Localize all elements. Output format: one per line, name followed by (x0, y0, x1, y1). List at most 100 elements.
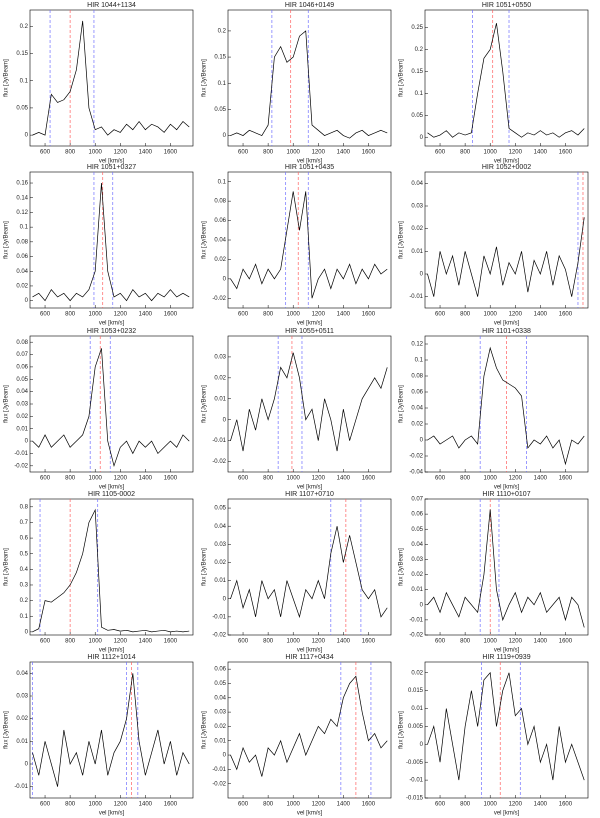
x-axis-label: vel [km/s] (297, 648, 323, 654)
x-tick-label: 1400 (534, 639, 548, 645)
y-tick-label: -0.01 (212, 767, 226, 773)
plot-frame (29, 661, 194, 799)
y-axis-label: flux [Jy/Beam] (202, 711, 208, 749)
y-tick-label: 0.005 (408, 724, 424, 730)
y-tick-label: 0.04 (16, 671, 28, 677)
x-tick-label: 1000 (89, 150, 103, 156)
y-axis-label: flux [Jy/Beam] (4, 221, 10, 259)
y-tick-label: 0.05 (16, 105, 28, 111)
y-tick-label: 0.06 (16, 364, 28, 370)
y-tick-label: 0.02 (411, 572, 423, 578)
x-tick-label: 1400 (139, 639, 153, 645)
x-tick-label: 1600 (559, 476, 573, 482)
y-tick-label: 0.4 (20, 567, 29, 573)
y-tick-label: 0.12 (411, 342, 423, 348)
y-tick-label: 0.02 (411, 226, 423, 232)
y-tick-label: 0.01 (411, 706, 423, 712)
x-tick-label: 800 (460, 639, 471, 645)
y-tick-label: 0.15 (214, 55, 226, 61)
x-tick-label: 1600 (164, 639, 178, 645)
y-tick-label: 0.05 (411, 113, 423, 119)
y-tick-label: 0 (420, 438, 424, 444)
plot-frame (29, 9, 194, 147)
panel-title: HIR 1051+0550 (482, 2, 531, 9)
y-tick-label: -0.02 (14, 463, 28, 469)
y-tick-label: 0.02 (214, 724, 226, 730)
panel-title: HIR 1053+0232 (87, 328, 136, 335)
y-tick-label: 0.5 (20, 551, 29, 557)
spectrum-line (427, 346, 585, 466)
x-tick-label: 600 (238, 802, 249, 808)
x-tick-label: 1000 (89, 476, 103, 482)
x-tick-label: 1000 (287, 312, 301, 318)
y-tick-label: 0.25 (411, 25, 423, 31)
y-tick-label: 0.02 (214, 375, 226, 381)
spectrum-line (32, 183, 190, 302)
y-tick-label: 0 (223, 596, 227, 602)
x-tick-label: 1600 (362, 476, 376, 482)
x-tick-label: 1200 (312, 639, 326, 645)
y-tick-label: 0 (25, 439, 29, 445)
plot-frame (227, 498, 392, 636)
y-tick-label: 0.3 (20, 583, 29, 589)
y-tick-label: 0.1 (218, 179, 227, 185)
x-tick-label: 1200 (114, 802, 128, 808)
spectrum-line (427, 23, 585, 138)
x-tick-label: 600 (238, 639, 249, 645)
y-tick-label: 0.1 (20, 225, 29, 231)
x-tick-label: 1200 (509, 312, 523, 318)
x-tick-label: 1200 (509, 476, 523, 482)
panel-title: HIR 1052+0002 (482, 164, 531, 171)
y-axis-label: flux [Jy/Beam] (202, 59, 208, 97)
x-axis-label: vel [km/s] (494, 648, 520, 654)
plot-frame (424, 498, 589, 636)
y-tick-label: 0.03 (411, 557, 423, 563)
x-tick-label: 600 (40, 312, 51, 318)
plot-frame (227, 335, 392, 473)
y-tick-label: 0.16 (16, 181, 28, 187)
y-tick-label: 0.03 (214, 355, 226, 361)
panel-title: HIR 1051+0435 (285, 164, 334, 171)
x-tick-label: 1400 (337, 802, 351, 808)
x-tick-label: 1600 (164, 312, 178, 318)
panel-title: HIR 1119+0939 (482, 654, 530, 661)
x-axis-label: vel [km/s] (297, 811, 323, 817)
x-tick-label: 1200 (114, 639, 128, 645)
spectrum-line (427, 509, 585, 628)
y-tick-label: -0.04 (409, 470, 423, 476)
x-tick-label: 1400 (534, 476, 548, 482)
y-tick-label: 0.06 (411, 512, 423, 518)
y-tick-label: -0.02 (409, 454, 423, 460)
x-tick-label: 1200 (114, 150, 128, 156)
x-tick-label: 1600 (362, 150, 376, 156)
y-tick-label: 0 (25, 629, 29, 635)
x-tick-label: 1400 (534, 312, 548, 318)
y-tick-label: 0.02 (411, 422, 423, 428)
x-tick-label: 1600 (559, 802, 573, 808)
panel-title: HIR 1110+0107 (482, 491, 530, 498)
plot-frame (227, 661, 392, 799)
x-tick-label: 600 (40, 802, 51, 808)
spectrum-line (427, 217, 585, 297)
plot-frame (29, 171, 194, 309)
panel-title: HIR 1107+0710 (285, 491, 334, 498)
x-tick-label: 1000 (484, 476, 498, 482)
x-tick-label: 1400 (139, 476, 153, 482)
x-tick-label: 1600 (559, 312, 573, 318)
x-tick-label: 1600 (559, 150, 573, 156)
y-tick-label: 0.04 (411, 542, 423, 548)
y-tick-label: 0.08 (411, 374, 423, 380)
x-axis-label: vel [km/s] (99, 485, 125, 491)
y-tick-label: 0 (420, 135, 424, 141)
y-tick-label: 0.01 (411, 249, 423, 255)
y-tick-label: -0.02 (212, 459, 226, 465)
y-axis-label: flux [Jy/Beam] (202, 548, 208, 586)
spectrum-line (230, 526, 388, 619)
y-tick-label: 0.1 (415, 91, 424, 97)
y-tick-label: 0.08 (16, 239, 28, 245)
y-axis-label: flux [Jy/Beam] (4, 385, 10, 423)
y-tick-label: -0.02 (212, 296, 226, 302)
plot-frame (29, 498, 194, 636)
x-tick-label: 1000 (287, 476, 301, 482)
